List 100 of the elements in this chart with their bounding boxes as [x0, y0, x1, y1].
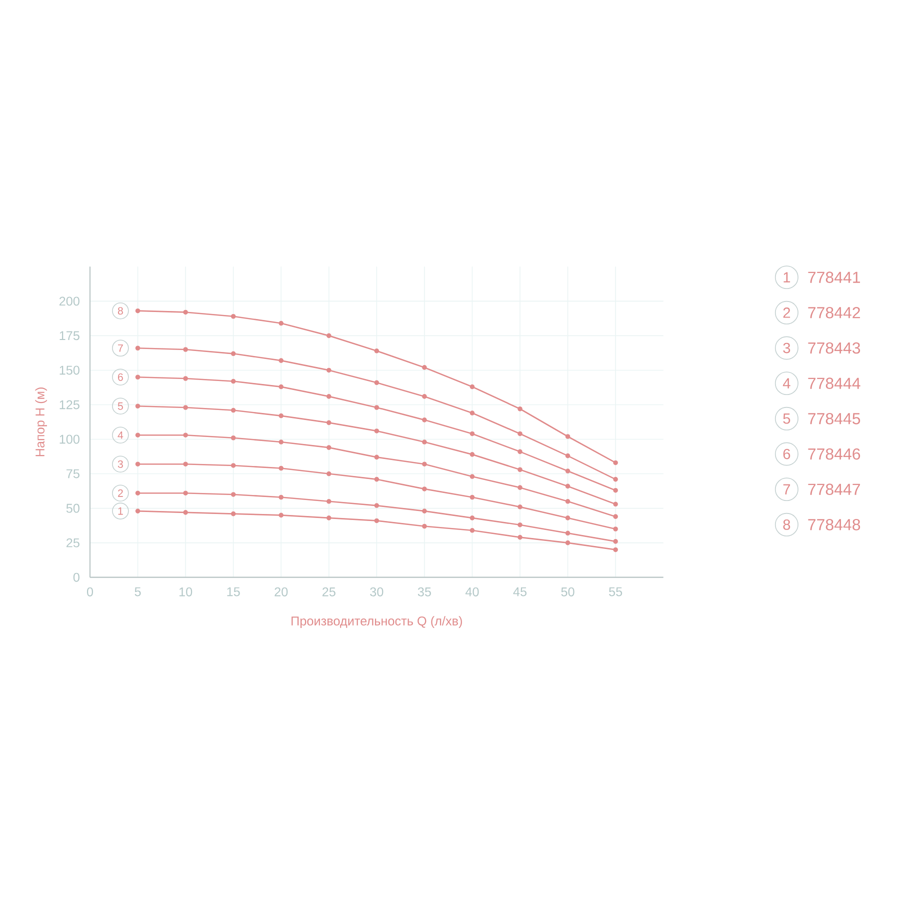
x-tick-label: 45 [513, 587, 527, 596]
point [230, 492, 236, 497]
point [326, 516, 332, 520]
x-tick-label: 30 [370, 587, 384, 596]
series-label: 6 [118, 373, 123, 381]
x-axis-title: Производительность Q (л/хв) [292, 616, 462, 628]
x-tick-label: 5 [134, 587, 141, 596]
point [183, 310, 188, 315]
point [135, 508, 140, 514]
point [374, 380, 380, 386]
point [613, 476, 618, 482]
point [470, 384, 475, 390]
point [230, 511, 236, 516]
point [422, 394, 427, 399]
point [278, 440, 284, 444]
series-label: 7 [118, 344, 123, 352]
y-tick-label: 25 [66, 538, 80, 548]
text: 5 [783, 414, 790, 424]
point [183, 405, 188, 410]
point [470, 452, 475, 457]
text: 7 [783, 484, 790, 494]
point [565, 453, 570, 458]
text: 778445 [808, 413, 860, 424]
point [518, 534, 522, 540]
point [374, 405, 380, 410]
series-label: 5 [118, 402, 123, 410]
point [470, 431, 475, 436]
y-axis-title: Напор H (м) [35, 388, 48, 456]
point [518, 406, 522, 412]
y-tick-label: 75 [66, 469, 80, 478]
point [613, 460, 618, 466]
y-tick-label: 200 [59, 296, 80, 306]
point [470, 516, 475, 520]
point [326, 471, 332, 476]
text: 3 [783, 342, 790, 354]
point [374, 348, 380, 354]
y-tick-label: 50 [66, 504, 80, 513]
point [230, 378, 236, 384]
point [518, 467, 522, 472]
y-tick-label: 175 [60, 331, 80, 340]
point [470, 528, 475, 533]
x-tick-label: 55 [609, 587, 622, 596]
point [422, 508, 427, 514]
point [278, 384, 284, 390]
y-tick-label: 100 [60, 434, 80, 444]
x-tick-label: 35 [418, 587, 431, 596]
point [613, 539, 618, 544]
point [565, 484, 570, 489]
text: 778443 [808, 342, 860, 354]
point [374, 454, 380, 460]
point [518, 504, 522, 510]
point [230, 408, 236, 413]
point [470, 474, 475, 479]
text: 6 [783, 448, 790, 460]
point [422, 486, 427, 492]
point [183, 376, 188, 381]
point [278, 466, 284, 471]
point [565, 468, 570, 474]
point [422, 365, 427, 370]
point [230, 463, 236, 468]
text: 4 [782, 378, 790, 388]
point [183, 347, 188, 352]
point [613, 526, 618, 532]
point [135, 404, 140, 409]
series-label: 3 [118, 460, 123, 468]
x-tick-label: 20 [274, 587, 288, 596]
point [278, 358, 284, 363]
x-tick-label: 10 [179, 587, 192, 596]
point [565, 498, 570, 504]
text: 778441 [808, 272, 860, 283]
point [613, 547, 618, 552]
text: 2 [783, 308, 790, 318]
point [565, 530, 570, 536]
text: 1 [784, 272, 790, 282]
point [518, 522, 522, 528]
text: 778442 [808, 307, 860, 318]
point [135, 374, 140, 380]
series-label: 4 [118, 431, 124, 439]
point [135, 462, 140, 467]
point [518, 449, 522, 454]
point [278, 413, 284, 418]
point [326, 333, 332, 338]
point [278, 512, 284, 518]
x-tick-label: 50 [561, 587, 574, 596]
point [374, 428, 380, 434]
point [230, 435, 236, 440]
point [278, 320, 284, 326]
point [470, 410, 475, 416]
point [422, 524, 427, 529]
point [326, 498, 332, 504]
point [326, 445, 332, 450]
point [613, 488, 618, 493]
point [230, 314, 236, 319]
y-tick-label: 125 [60, 400, 80, 410]
point [374, 518, 380, 524]
x-tick-label: 25 [322, 587, 336, 596]
text: 778447 [808, 484, 860, 495]
point [230, 351, 236, 356]
point [565, 516, 570, 520]
point [470, 494, 475, 500]
